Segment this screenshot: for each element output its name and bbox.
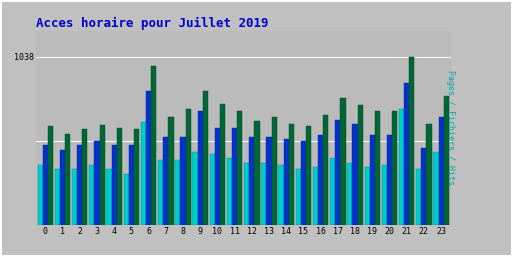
Bar (60, 150, 65, 225)
Bar (203, 91, 208, 225)
Bar (313, 167, 318, 225)
Bar (335, 120, 340, 225)
Bar (352, 124, 358, 225)
Bar (134, 130, 139, 225)
Bar (123, 174, 129, 225)
Bar (330, 158, 335, 225)
Y-axis label: Pages / Fichiers / Hits: Pages / Fichiers / Hits (446, 70, 455, 186)
Bar (146, 91, 151, 225)
Bar (271, 117, 277, 225)
Bar (215, 128, 220, 225)
Bar (289, 124, 294, 225)
Bar (433, 152, 438, 225)
Bar (421, 148, 426, 225)
Bar (163, 137, 168, 225)
Bar (168, 117, 174, 225)
Bar (151, 66, 156, 225)
Bar (141, 122, 146, 225)
Bar (399, 109, 404, 225)
Text: Acces horaire pour Juillet 2019: Acces horaire pour Juillet 2019 (36, 16, 268, 29)
Bar (65, 134, 70, 225)
Bar (77, 145, 82, 225)
Bar (340, 98, 346, 225)
Bar (266, 137, 271, 225)
Bar (227, 158, 232, 225)
Bar (89, 165, 94, 225)
Bar (209, 154, 215, 225)
Bar (94, 141, 99, 225)
Bar (284, 139, 289, 225)
Bar (82, 130, 88, 225)
Bar (409, 57, 414, 225)
Bar (404, 83, 409, 225)
Bar (444, 96, 449, 225)
Bar (438, 117, 444, 225)
Bar (279, 165, 284, 225)
Bar (323, 115, 328, 225)
Bar (249, 137, 254, 225)
Bar (237, 111, 242, 225)
Bar (416, 169, 421, 225)
Bar (318, 135, 323, 225)
Bar (426, 124, 432, 225)
Bar (55, 169, 60, 225)
Bar (37, 165, 42, 225)
Bar (48, 126, 53, 225)
Bar (306, 126, 311, 225)
Bar (220, 104, 225, 225)
Bar (296, 169, 301, 225)
Bar (72, 169, 77, 225)
Bar (112, 145, 117, 225)
Bar (232, 128, 237, 225)
Bar (365, 167, 370, 225)
Bar (175, 161, 180, 225)
Bar (358, 104, 363, 225)
Bar (117, 128, 122, 225)
Bar (99, 125, 104, 225)
Bar (301, 141, 306, 225)
Bar (382, 165, 387, 225)
Bar (158, 161, 163, 225)
Bar (254, 122, 260, 225)
Bar (42, 145, 48, 225)
Bar (387, 135, 392, 225)
Bar (375, 111, 380, 225)
Bar (129, 145, 134, 225)
Bar (106, 169, 112, 225)
Bar (347, 163, 352, 225)
Bar (370, 135, 375, 225)
Bar (193, 152, 198, 225)
Bar (261, 163, 266, 225)
Bar (244, 163, 249, 225)
Bar (392, 111, 397, 225)
Bar (198, 111, 203, 225)
Bar (180, 137, 185, 225)
Bar (185, 109, 190, 225)
